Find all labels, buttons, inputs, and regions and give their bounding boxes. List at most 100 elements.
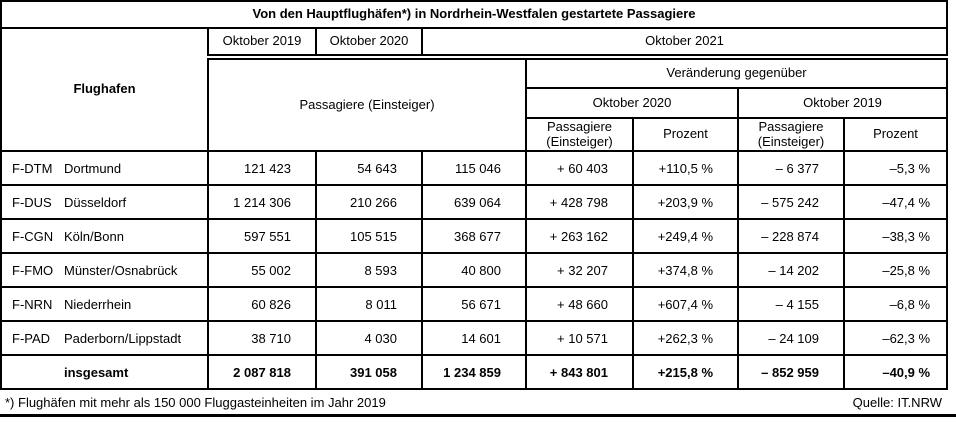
value-diff2019_pct: –62,3 %	[842, 320, 949, 356]
airport-code: F-DUS	[12, 194, 52, 210]
value-okt2021: 115 046	[421, 150, 527, 186]
value-okt2019: 597 551	[207, 218, 317, 254]
header-oktober-2019: Oktober 2019	[207, 27, 317, 60]
table-header: Von den Hauptflughäfen*) in Nordrhein-We…	[0, 0, 949, 152]
value-okt2019: 1 214 306	[207, 184, 317, 220]
airport-cell: insgesamt	[0, 354, 209, 390]
value-diff2019_pct: –25,8 %	[842, 252, 949, 288]
value-okt2019: 38 710	[207, 320, 317, 356]
airport-cell: F-NRN Niederrhein	[0, 286, 209, 322]
value-okt2021: 56 671	[421, 286, 527, 322]
airport-code: F-PAD	[12, 330, 51, 346]
airport-code: F-DTM	[12, 160, 53, 176]
value-diff2020_abs: + 263 162	[525, 218, 634, 254]
value-okt2021: 1 234 859	[421, 354, 527, 390]
value-diff2019_pct: –5,3 %	[842, 150, 949, 186]
airport-passenger-table: Von den Hauptflughäfen*) in Nordrhein-We…	[0, 0, 949, 390]
table-row: F-DUS Düsseldorf 1 214 306 210 266 639 064 + …	[0, 184, 949, 220]
value-diff2019_pct: –6,8 %	[842, 286, 949, 322]
table-row: F-NRN Niederrhein 60 826 8 011 56 671 + 48 66…	[0, 286, 949, 322]
airport-cell: F-PAD Paderborn/Lippstadt	[0, 320, 209, 356]
value-diff2020_pct: +249,4 %	[632, 218, 739, 254]
value-diff2020_abs: + 48 660	[525, 286, 634, 322]
value-diff2020_pct: +374,8 %	[632, 252, 739, 288]
airport-name: Münster/Osnabrück	[64, 262, 178, 278]
airport-cell: F-DUS Düsseldorf	[0, 184, 209, 220]
value-okt2020: 105 515	[315, 218, 423, 254]
value-okt2019: 121 423	[207, 150, 317, 186]
value-diff2019_abs: – 24 109	[737, 320, 845, 356]
airport-code: F-NRN	[12, 296, 53, 312]
value-okt2020: 391 058	[315, 354, 423, 390]
value-okt2020: 4 030	[315, 320, 423, 356]
header-row-compare-periods: Oktober 2020 Oktober 2019	[1, 87, 949, 119]
airport-code: F-CGN	[12, 228, 54, 244]
value-diff2019_abs: – 575 242	[737, 184, 845, 220]
value-diff2020_abs: + 60 403	[525, 150, 634, 186]
footnote: *) Flughäfen mit mehr als 150 000 Flugga…	[5, 394, 386, 410]
airport-name: Paderborn/Lippstadt	[64, 330, 182, 346]
header-vs-oktober-2019: Oktober 2019	[736, 87, 949, 119]
title-row: Von den Hauptflughäfen*) in Nordrhein-We…	[0, 0, 949, 29]
airport-code: F-FMO	[12, 262, 54, 278]
total-row: insgesamt 2 087 818 391 058 1 234 859 + 843 …	[0, 354, 949, 390]
header-flughafen: Flughafen	[0, 27, 209, 152]
value-okt2019: 2 087 818	[207, 354, 317, 390]
subheader-prozent-2019: Prozent	[842, 117, 949, 152]
airport-name: insgesamt	[64, 364, 129, 380]
value-diff2019_abs: – 14 202	[737, 252, 845, 288]
table-row: F-DTM Dortmund 121 423 54 643 115 046 + 60 40…	[0, 150, 949, 186]
airport-name: Düsseldorf	[64, 194, 127, 210]
airport-cell: F-CGN Köln/Bonn	[0, 218, 209, 254]
value-diff2020_pct: +215,8 %	[632, 354, 739, 390]
value-okt2020: 8 593	[315, 252, 423, 288]
airport-cell: F-DTM Dortmund	[0, 150, 209, 186]
value-diff2019_pct: –40,9 %	[842, 354, 949, 390]
header-vs-oktober-2020: Oktober 2020	[525, 87, 739, 119]
table-title: Von den Hauptflughäfen*) in Nordrhein-We…	[0, 0, 949, 29]
subheader-passagiere-2019: Passagiere (Einsteiger)	[737, 117, 845, 152]
subheader-passagiere-2020: Passagiere (Einsteiger)	[525, 117, 634, 152]
header-row-groups: Passagiere (Einsteiger) Veränderung gege…	[1, 56, 949, 152]
value-okt2020: 54 643	[315, 150, 423, 186]
table-footer: *) Flughäfen mit mehr als 150 000 Flugga…	[0, 390, 956, 417]
value-diff2020_pct: +607,4 %	[632, 286, 739, 322]
value-diff2020_pct: +203,9 %	[632, 184, 739, 220]
header-passagiere-einsteiger: Passagiere (Einsteiger)	[207, 56, 527, 152]
table-body: F-DTM Dortmund 121 423 54 643 115 046 + 60 40…	[0, 150, 949, 390]
source: Quelle: IT.NRW	[852, 394, 942, 410]
value-okt2021: 14 601	[421, 320, 527, 356]
airport-name: Köln/Bonn	[64, 228, 124, 244]
value-diff2020_abs: + 428 798	[525, 184, 634, 220]
value-okt2020: 8 011	[315, 286, 423, 322]
value-diff2020_abs: + 10 571	[525, 320, 634, 356]
value-diff2019_abs: – 228 874	[737, 218, 845, 254]
value-diff2020_pct: +262,3 %	[632, 320, 739, 356]
table-row: F-PAD Paderborn/Lippstadt 38 710 4 030 14 60…	[0, 320, 949, 356]
header-veraenderung-gegenueber: Veränderung gegenüber	[524, 56, 949, 89]
value-okt2021: 368 677	[421, 218, 527, 254]
value-diff2020_abs: + 32 207	[525, 252, 634, 288]
value-okt2019: 55 002	[207, 252, 317, 288]
value-diff2019_pct: –47,4 %	[842, 184, 949, 220]
value-okt2020: 210 266	[315, 184, 423, 220]
value-okt2021: 40 800	[421, 252, 527, 288]
value-diff2020_pct: +110,5 %	[632, 150, 739, 186]
header-row-periods: Flughafen Oktober 2019 Oktober 2020 Okto…	[0, 27, 949, 152]
header-row-subcolumns: Passagiere (Einsteiger) Prozent Passagie…	[1, 117, 949, 152]
value-diff2019_abs: – 852 959	[737, 354, 845, 390]
value-diff2019_abs: – 6 377	[737, 150, 845, 186]
value-okt2021: 639 064	[421, 184, 527, 220]
value-okt2019: 60 826	[207, 286, 317, 322]
table-row: F-FMO Münster/Osnabrück 55 002 8 593 40 800 +…	[0, 252, 949, 288]
airport-cell: F-FMO Münster/Osnabrück	[0, 252, 209, 288]
value-diff2020_abs: + 843 801	[525, 354, 634, 390]
table-row: F-CGN Köln/Bonn 597 551 105 515 368 677 + 263…	[0, 218, 949, 254]
airport-name: Niederrhein	[64, 296, 132, 312]
value-diff2019_pct: –38,3 %	[842, 218, 949, 254]
header-oktober-2021: Oktober 2021	[420, 27, 949, 60]
airport-name: Dortmund	[64, 160, 122, 176]
header-oktober-2020: Oktober 2020	[315, 27, 423, 60]
subheader-prozent-2020: Prozent	[632, 117, 739, 152]
